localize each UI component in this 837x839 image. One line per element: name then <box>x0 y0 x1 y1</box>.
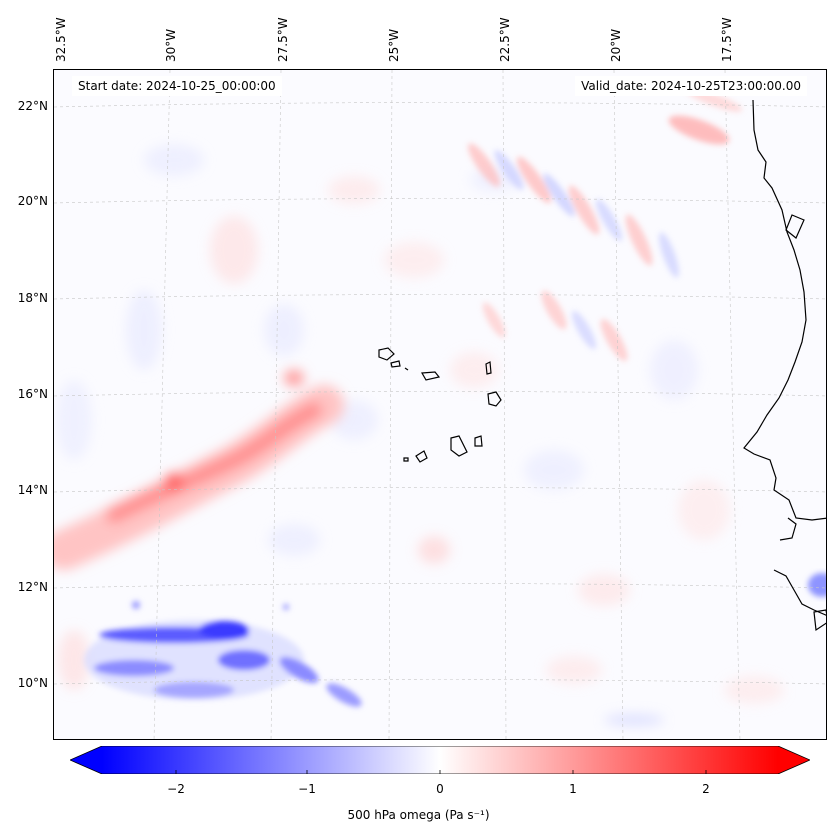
start-date-label: Start date: 2024-10-25_00:00:00 <box>72 76 282 96</box>
lon-label-32-5w: 32.5°W <box>54 17 68 62</box>
colorbar-body <box>102 746 778 774</box>
lat-label-18n: 18°N <box>17 291 48 305</box>
lon-label-30w: 30°W <box>164 28 178 62</box>
colorbar-tick-2: 2 <box>702 782 710 796</box>
colorbar-extend-high <box>778 746 810 774</box>
omega-red-band <box>54 370 344 570</box>
lon-label-27-5w: 27.5°W <box>276 17 290 62</box>
lon-label-20w: 20°W <box>609 28 623 62</box>
lat-label-16n: 16°N <box>17 387 48 401</box>
lat-label-12n: 12°N <box>17 580 48 594</box>
lat-label-10n: 10°N <box>17 676 48 690</box>
graticule <box>54 70 826 739</box>
lon-label-22-5w: 22.5°W <box>498 17 512 62</box>
valid-date-label: Valid_date: 2024-10-25T23:00:00.00 <box>575 76 807 96</box>
colorbar-label: 500 hPa omega (Pa s⁻¹) <box>347 808 490 822</box>
lon-label-25w: 25°W <box>387 28 401 62</box>
omega-blue-cluster <box>84 601 362 707</box>
colorbar-tick-0: 0 <box>436 782 444 796</box>
colorbar-tick-1: 1 <box>569 782 577 796</box>
lat-label-14n: 14°N <box>17 483 48 497</box>
lat-label-22n: 22°N <box>17 99 48 113</box>
coastline <box>743 99 826 632</box>
omega-wave-streaks <box>468 88 743 362</box>
map-panel <box>53 69 827 740</box>
colorbar-tick-minus1: −1 <box>298 782 316 796</box>
omega-field-map <box>54 70 826 739</box>
colorbar <box>70 746 810 774</box>
lat-label-20n: 20°N <box>17 194 48 208</box>
cape-verde-islands <box>378 347 502 463</box>
omega-weak-patches <box>56 144 784 726</box>
africa-coastline <box>743 99 826 521</box>
colorbar-tick-minus2: −2 <box>167 782 185 796</box>
omega-blue-coast <box>808 573 826 597</box>
lon-label-17-5w: 17.5°W <box>720 17 734 62</box>
colorbar-extend-low <box>70 746 102 774</box>
